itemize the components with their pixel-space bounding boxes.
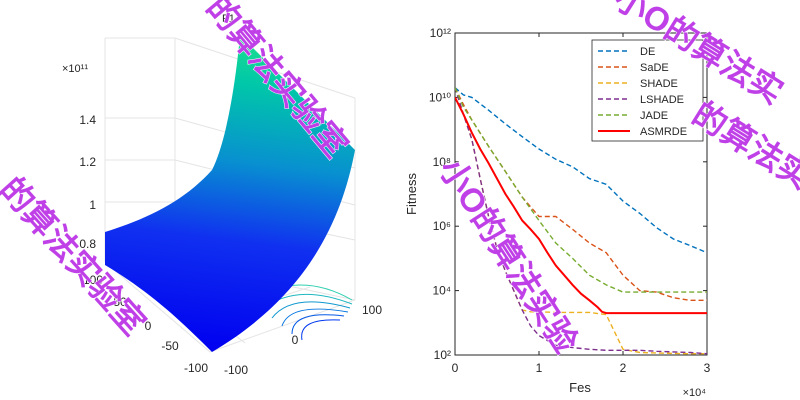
legend-label: LSHADE [640,94,684,106]
z-axis-ticks: 0.8 1 1.2 1.4 [79,113,96,251]
surface-title: F1 [222,13,235,25]
x-tick-label: 3 [704,361,711,375]
y-tick-label: 10² [434,348,451,362]
y-tick-label: 10⁴ [432,284,451,298]
legend-label: SHADE [640,78,678,90]
y-tick-label: -100 [224,363,248,377]
y-axis-ticks: -100 0 100 [224,303,382,377]
surface-mesh [105,35,355,352]
x-tick-label: -50 [161,339,179,353]
x-tick-label: 100 [83,273,103,287]
x-tick-label: 1 [536,361,543,375]
y-tick-label: 10¹² [430,26,451,40]
legend-label: SaDE [640,62,669,74]
x-tick-label: -100 [184,361,208,375]
series-line-de [455,87,707,254]
y-tick-label: 10¹⁰ [429,90,451,104]
y-tick-label: 10⁶ [433,219,451,233]
y-axis-ticks: 10² 10⁴ 10⁶ 10⁸ 10¹⁰ 10¹² [429,26,707,362]
y-tick-label: 0 [292,333,299,347]
x-tick-label: 2 [620,361,627,375]
x-axis-ticks: 0 1 2 3 [452,33,711,375]
series-line-jade [455,87,707,293]
surface-plot: F1 ×10¹¹ 0.8 1 1.2 1.4 -100 -50 0 50 100 -100 0 1… [62,13,382,377]
series-lines [455,87,707,355]
convergence-plot: 10² 10⁴ 10⁶ 10⁸ 10¹⁰ 10¹² 0 1 2 3 Fes ×10⁴ Fitne… [404,26,711,399]
legend-label: ASMRDE [640,126,687,138]
y-tick-label: 100 [362,303,382,317]
z-tick-label: 1.4 [79,113,96,127]
x-exponent-label: ×10⁴ [683,387,707,399]
x-tick-label: 0 [145,319,152,333]
series-line-lshade [455,87,707,355]
z-tick-label: 0.8 [79,237,96,251]
x-axis-ticks: -100 -50 0 50 100 [83,273,208,375]
z-tick-label: 1.2 [79,155,96,169]
series-line-asmrde [455,96,707,315]
legend: DE SaDE SHADE LSHADE JADE ASMRDE [591,39,704,142]
x-axis-label: Fes [569,380,591,395]
y-tick-label: 10⁸ [433,155,451,169]
x-tick-label: 0 [452,361,459,375]
x-tick-label: 50 [113,295,127,309]
legend-label: JADE [640,110,668,122]
z-tick-label: 1 [89,198,96,212]
y-axis-label: Fitness [404,173,419,215]
z-exponent-label: ×10¹¹ [62,63,88,75]
legend-box [591,39,704,142]
legend-label: DE [640,46,655,58]
